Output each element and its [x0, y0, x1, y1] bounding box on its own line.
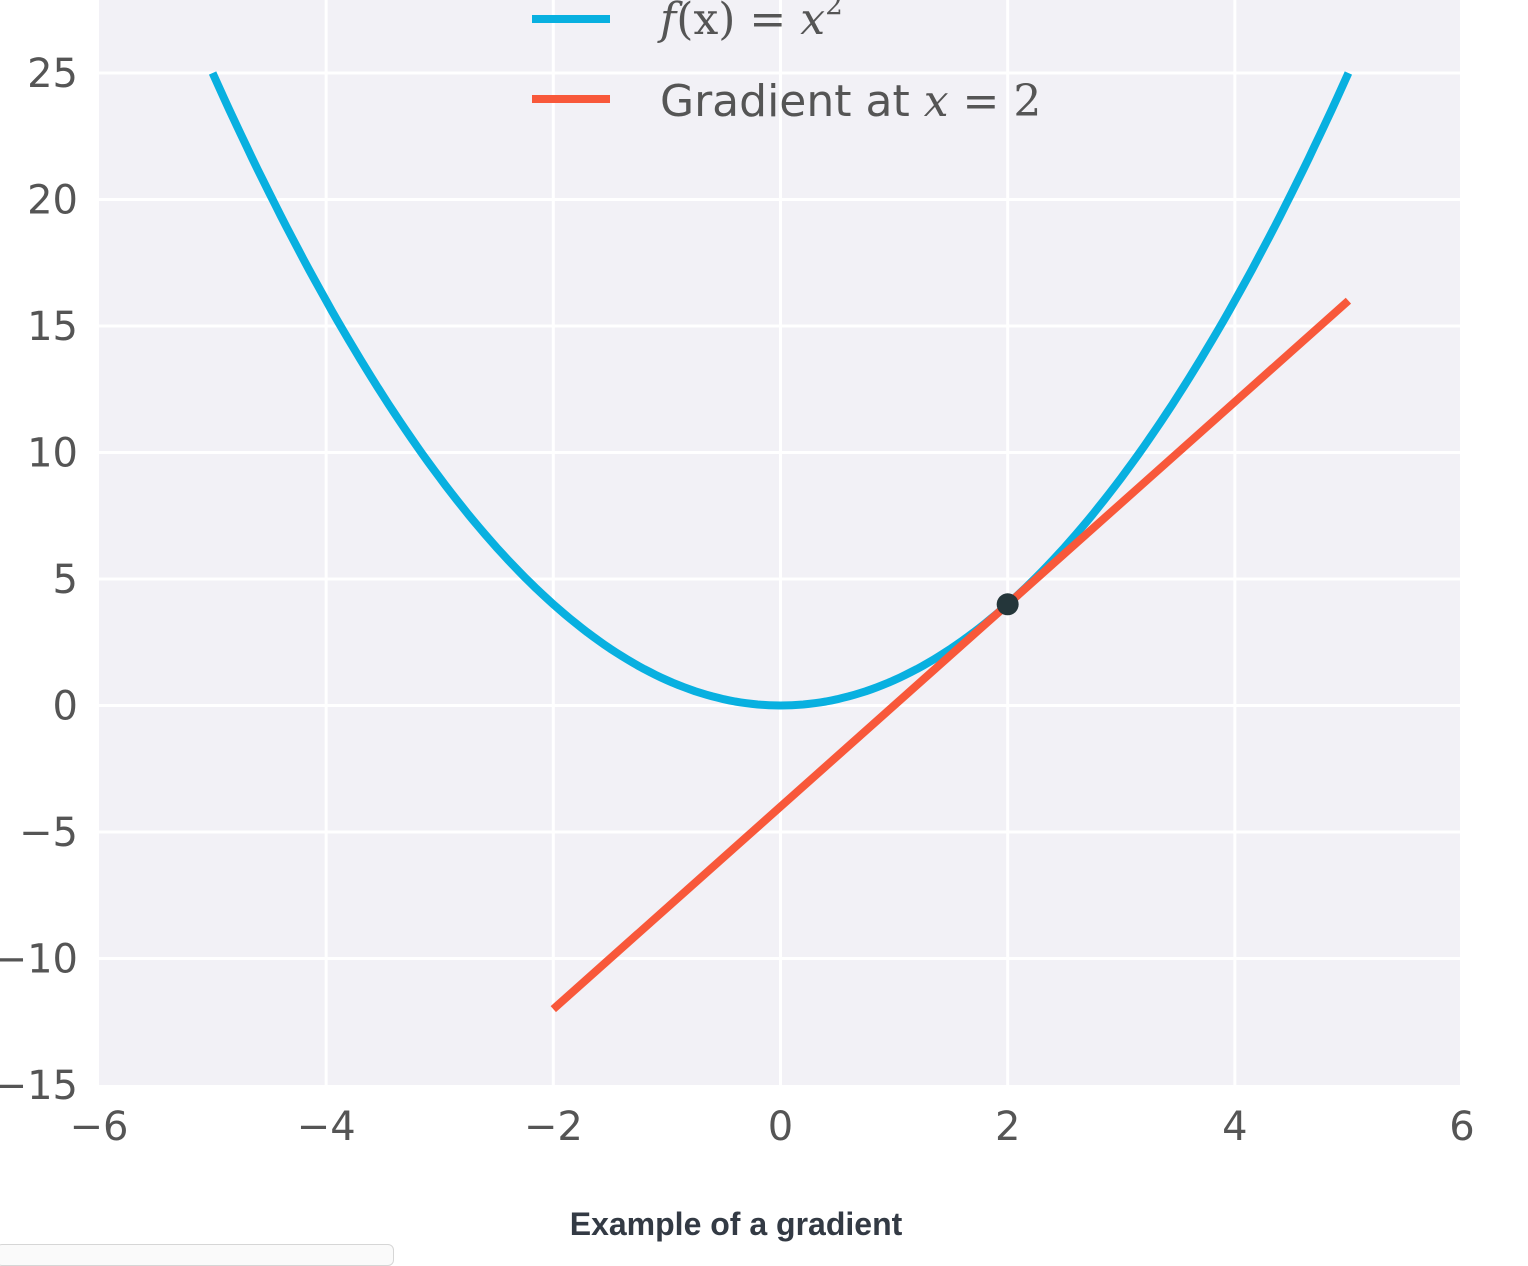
- series-line-f-x-squared: [208, 71, 1353, 710]
- legend: f(x) = x2 Gradient at x = 2: [532, 0, 1041, 127]
- x-tick-label-0: −6: [70, 1104, 129, 1150]
- y-tick-label-4: 5: [53, 557, 78, 603]
- y-tick-label-0: 25: [27, 51, 78, 97]
- gradient-chart: −6 −4 −2 0 2 4 6 25 20 15 10 5 0 −5 −10 −15 f(x) = x2 G…: [0, 0, 1475, 1150]
- series-group: [208, 71, 1353, 1013]
- y-tick-label-3: 10: [27, 431, 78, 477]
- y-tick-label-1: 20: [27, 178, 78, 224]
- y-tick-label-5: 0: [53, 684, 78, 730]
- x-tick-label-4: 2: [995, 1104, 1020, 1150]
- tangent-point-marker: [996, 593, 1019, 616]
- x-tick-label-6: 6: [1449, 1104, 1474, 1150]
- y-tick-label-7: −10: [0, 937, 78, 983]
- tick-labels: −6 −4 −2 0 2 4 6 25 20 15 10 5 0 −5 −10 −15: [0, 51, 1475, 1150]
- y-tick-label-6: −5: [19, 810, 78, 856]
- legend-label-series-0: f(x) = x2: [657, 0, 843, 45]
- series-line-gradient: [550, 297, 1352, 1013]
- x-tick-label-3: 0: [768, 1104, 793, 1150]
- x-tick-label-1: −4: [297, 1104, 356, 1150]
- bottom-panel-edge: [0, 1244, 394, 1266]
- legend-label-series-1: Gradient at x = 2: [660, 76, 1041, 127]
- x-tick-label-2: −2: [524, 1104, 583, 1150]
- x-tick-label-5: 4: [1222, 1104, 1247, 1150]
- figure-caption: Example of a gradient: [569, 1206, 903, 1242]
- y-tick-label-8: −15: [0, 1063, 78, 1109]
- y-tick-label-2: 15: [27, 304, 78, 350]
